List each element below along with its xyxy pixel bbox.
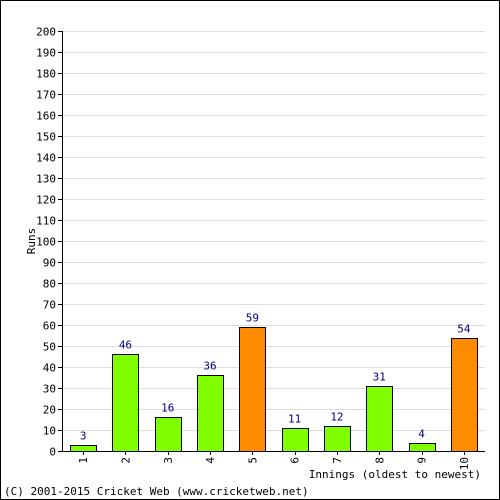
y-tick-label: 110 <box>36 215 56 228</box>
y-tick-label: 160 <box>36 110 56 123</box>
y-tick-labels: 0 10 20 30 40 50 60 70 80 90 100 110 120 130 140 150 160… <box>36 26 56 459</box>
x-tick-label: 6 <box>289 457 302 464</box>
data-label: 54 <box>457 323 471 336</box>
bar-innings-6 <box>282 428 309 452</box>
bar-innings-2 <box>112 354 139 452</box>
y-tick-label: 170 <box>36 89 56 102</box>
data-label: 3 <box>80 430 87 443</box>
x-tick-label: 10 <box>458 457 471 470</box>
x-tick-label: 5 <box>246 457 259 464</box>
bar-innings-1 <box>70 445 97 452</box>
data-label: 36 <box>203 360 216 373</box>
data-label: 31 <box>373 371 386 384</box>
y-tick-label: 80 <box>43 278 56 291</box>
y-tick-label: 140 <box>36 152 56 165</box>
y-tick-label: 120 <box>36 194 56 207</box>
bar-innings-5 <box>239 327 266 452</box>
x-tick-label: 7 <box>331 457 344 464</box>
bar-innings-4 <box>197 375 224 452</box>
y-tick-label: 180 <box>36 68 56 81</box>
data-label: 4 <box>418 428 425 441</box>
x-tick-label: 3 <box>162 457 175 464</box>
bar-layer <box>70 327 478 452</box>
bar-innings-3 <box>155 417 182 452</box>
x-tick-label: 8 <box>373 457 386 464</box>
y-tick-label: 50 <box>43 341 56 354</box>
data-label: 59 <box>246 312 259 325</box>
y-tick-label: 0 <box>49 446 56 459</box>
y-tick-label: 40 <box>43 362 56 375</box>
bar-innings-10 <box>451 338 478 452</box>
data-label: 46 <box>119 339 132 352</box>
x-axis-label: Innings (oldest to newest) <box>309 468 481 481</box>
y-tick-label: 90 <box>43 257 56 270</box>
x-tick-label: 4 <box>204 457 217 464</box>
bar-innings-7 <box>324 426 351 452</box>
x-tick-label: 1 <box>77 457 90 464</box>
y-tick-label: 60 <box>43 320 56 333</box>
y-axis-label: Runs <box>25 228 38 255</box>
y-tick-label: 190 <box>36 47 56 60</box>
copyright-credit: (C) 2001-2015 Cricket Web (www.cricketwe… <box>4 485 309 498</box>
axis-layer <box>62 31 485 452</box>
bar-innings-9 <box>409 443 436 452</box>
x-tick-labels: 1 2 3 4 5 6 7 8 9 10 <box>77 457 471 471</box>
data-label: 16 <box>161 402 174 415</box>
y-tick-label: 20 <box>43 404 56 417</box>
y-tick-label: 70 <box>43 299 56 312</box>
y-tick-label: 200 <box>36 26 56 39</box>
y-tick-label: 130 <box>36 173 56 186</box>
data-labels: 3 46 16 36 59 11 12 31 4 54 <box>80 312 471 443</box>
x-tick-label: 9 <box>416 457 429 464</box>
y-tick-label: 100 <box>36 236 56 249</box>
data-label: 12 <box>330 411 343 424</box>
y-tick-label: 10 <box>43 425 56 438</box>
x-tick-label: 2 <box>119 457 132 464</box>
y-tick-label: 150 <box>36 131 56 144</box>
bar-innings-8 <box>366 386 393 452</box>
data-label: 11 <box>288 413 301 426</box>
y-tick-label: 30 <box>43 383 56 396</box>
